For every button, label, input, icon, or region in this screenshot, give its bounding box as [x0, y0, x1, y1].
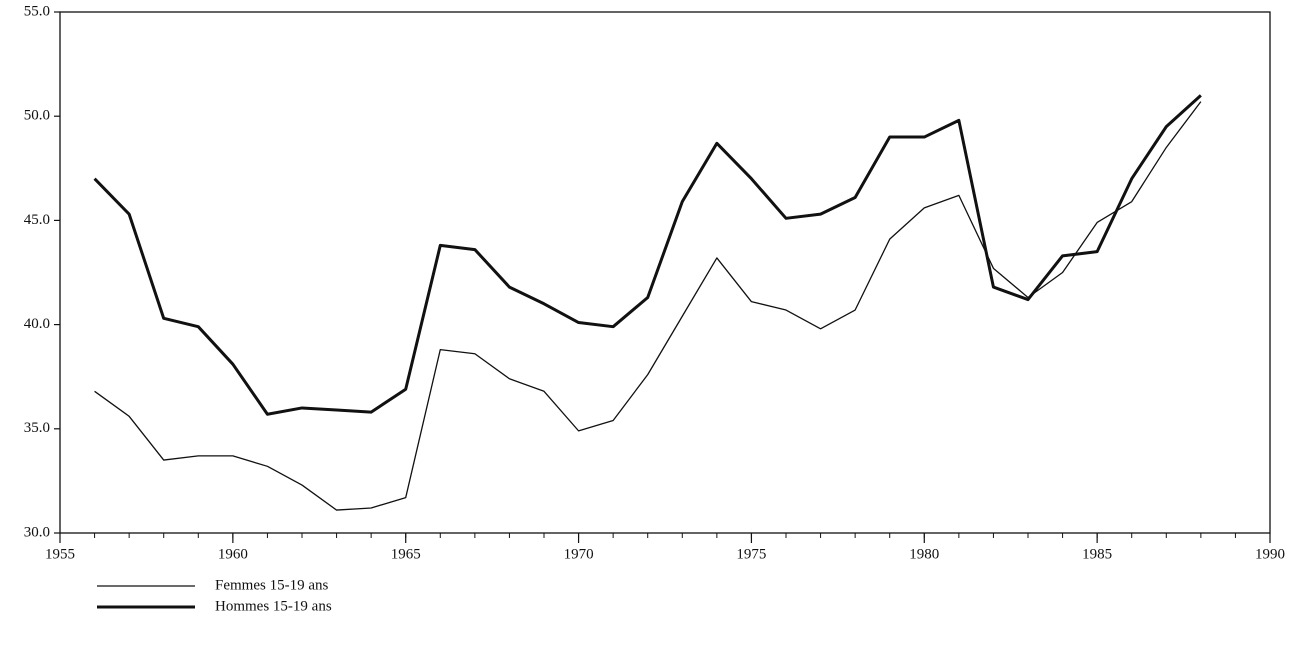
x-tick-label: 1990	[1255, 546, 1285, 562]
x-tick-label: 1960	[218, 546, 248, 562]
x-tick-label: 1975	[736, 546, 766, 562]
series-line	[93, 94, 1202, 416]
y-tick-label: 50.0	[24, 108, 50, 124]
x-tick-label: 1985	[1082, 546, 1112, 562]
y-tick-label: 45.0	[24, 212, 50, 228]
x-tick-label: 1965	[391, 546, 421, 562]
y-tick-label: 30.0	[24, 524, 50, 540]
legend-label: Femmes 15-19 ans	[215, 577, 328, 593]
series-line	[94, 101, 1202, 511]
x-tick-label: 1980	[909, 546, 939, 562]
x-tick-label: 1970	[564, 546, 594, 562]
plot-frame	[59, 11, 1271, 534]
legend-label: Hommes 15-19 ans	[215, 598, 332, 614]
y-tick-label: 40.0	[24, 316, 50, 332]
y-tick-label: 55.0	[24, 3, 50, 19]
x-tick-label: 1955	[45, 546, 75, 562]
y-tick-label: 35.0	[24, 420, 50, 436]
